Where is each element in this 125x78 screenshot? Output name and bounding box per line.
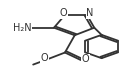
Text: O: O bbox=[41, 53, 49, 63]
Text: H₂N: H₂N bbox=[13, 23, 32, 33]
Text: O: O bbox=[60, 8, 68, 18]
Text: O: O bbox=[82, 54, 90, 64]
Text: N: N bbox=[86, 8, 94, 18]
